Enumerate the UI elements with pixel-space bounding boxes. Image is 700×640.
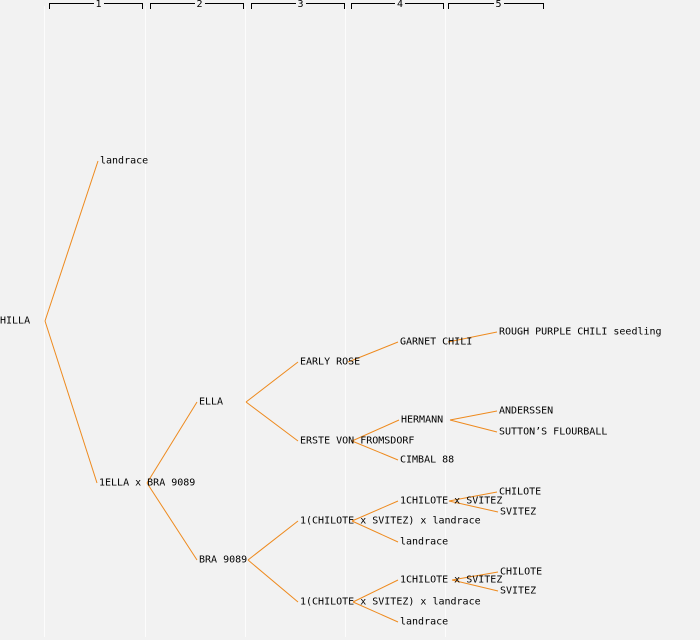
pedigree-edge <box>351 520 399 543</box>
pedigree-edge <box>146 482 198 561</box>
tree-node-label-svitez1: SVITEZ <box>500 506 537 518</box>
pedigree-edge <box>245 361 299 403</box>
tree-node-label-chilote1: CHILOTE <box>499 486 542 498</box>
pedigree-edge <box>247 520 299 561</box>
generation-number: 5 <box>493 0 504 10</box>
pedigree-edge <box>352 601 399 623</box>
pedigree-edge <box>451 579 499 592</box>
pedigree-edge <box>449 419 498 433</box>
tree-node-label-bra9089: BRA 9089 <box>199 554 248 566</box>
tree-node-label-erste: ERSTE VON FROMSDORF <box>300 435 415 447</box>
pedigree-edge <box>347 341 399 363</box>
pedigree-edge <box>146 401 198 484</box>
pedigree-edge <box>451 571 499 581</box>
tree-node-label-cimbal: CIMBAL 88 <box>400 454 455 466</box>
pedigree-edge <box>44 320 98 484</box>
pedigree-edge <box>351 440 399 461</box>
tree-node-label-hermann: HERMANN <box>401 414 444 426</box>
tree-node-label-cxs1: 1CHILOTE x SVITEZ <box>400 495 503 507</box>
tree-node-label-earlyrose: EARLY ROSE <box>300 356 361 368</box>
tree-node-label-cxsl2: 1(CHILOTE x SVITEZ) x landrace <box>300 596 481 608</box>
pedigree-edge <box>448 500 499 513</box>
tree-node-label-landrace2: landrace <box>400 536 449 548</box>
pedigree-edge <box>351 500 399 522</box>
tree-node-label-landrace3: landrace <box>400 616 449 628</box>
generation-number: 1 <box>93 0 104 10</box>
tree-node-label-cxsl1: 1(CHILOTE x SVITEZ) x landrace <box>300 515 481 527</box>
tree-node-label-cxs2: 1CHILOTE x SVITEZ <box>400 574 503 586</box>
pedigree-edge <box>351 419 400 442</box>
generation-number: 4 <box>394 0 406 10</box>
pedigree-edge <box>44 160 99 322</box>
tree-node-label-chilote2: CHILOTE <box>500 566 543 578</box>
tree-node-label-suttons: SUTTON’S FLOURBALL <box>499 426 608 438</box>
tree-node-label-svitez2: SVITEZ <box>500 585 537 597</box>
generation-number: 2 <box>194 0 205 10</box>
pedigree-edge <box>449 410 498 421</box>
pedigree-edge <box>245 401 299 442</box>
tree-node-label-ella_bra: 1ELLA x BRA 9089 <box>99 477 196 489</box>
tree-node-label-garnet: GARNET CHILI <box>400 336 473 348</box>
tree-node-label-anderssen: ANDERSSEN <box>499 405 554 417</box>
pedigree-edge <box>352 579 399 603</box>
pedigree-edge <box>448 491 498 502</box>
generation-number: 3 <box>295 0 306 10</box>
tree-node-label-rough: ROUGH PURPLE CHILI seedling <box>499 326 662 338</box>
tree-node-label-ella: ELLA <box>199 396 224 408</box>
pedigree-edge <box>447 331 498 343</box>
tree-node-label-root: HILLA <box>0 315 31 327</box>
pedigree-edge <box>247 559 299 603</box>
tree-node-label-landrace1: landrace <box>100 155 149 167</box>
